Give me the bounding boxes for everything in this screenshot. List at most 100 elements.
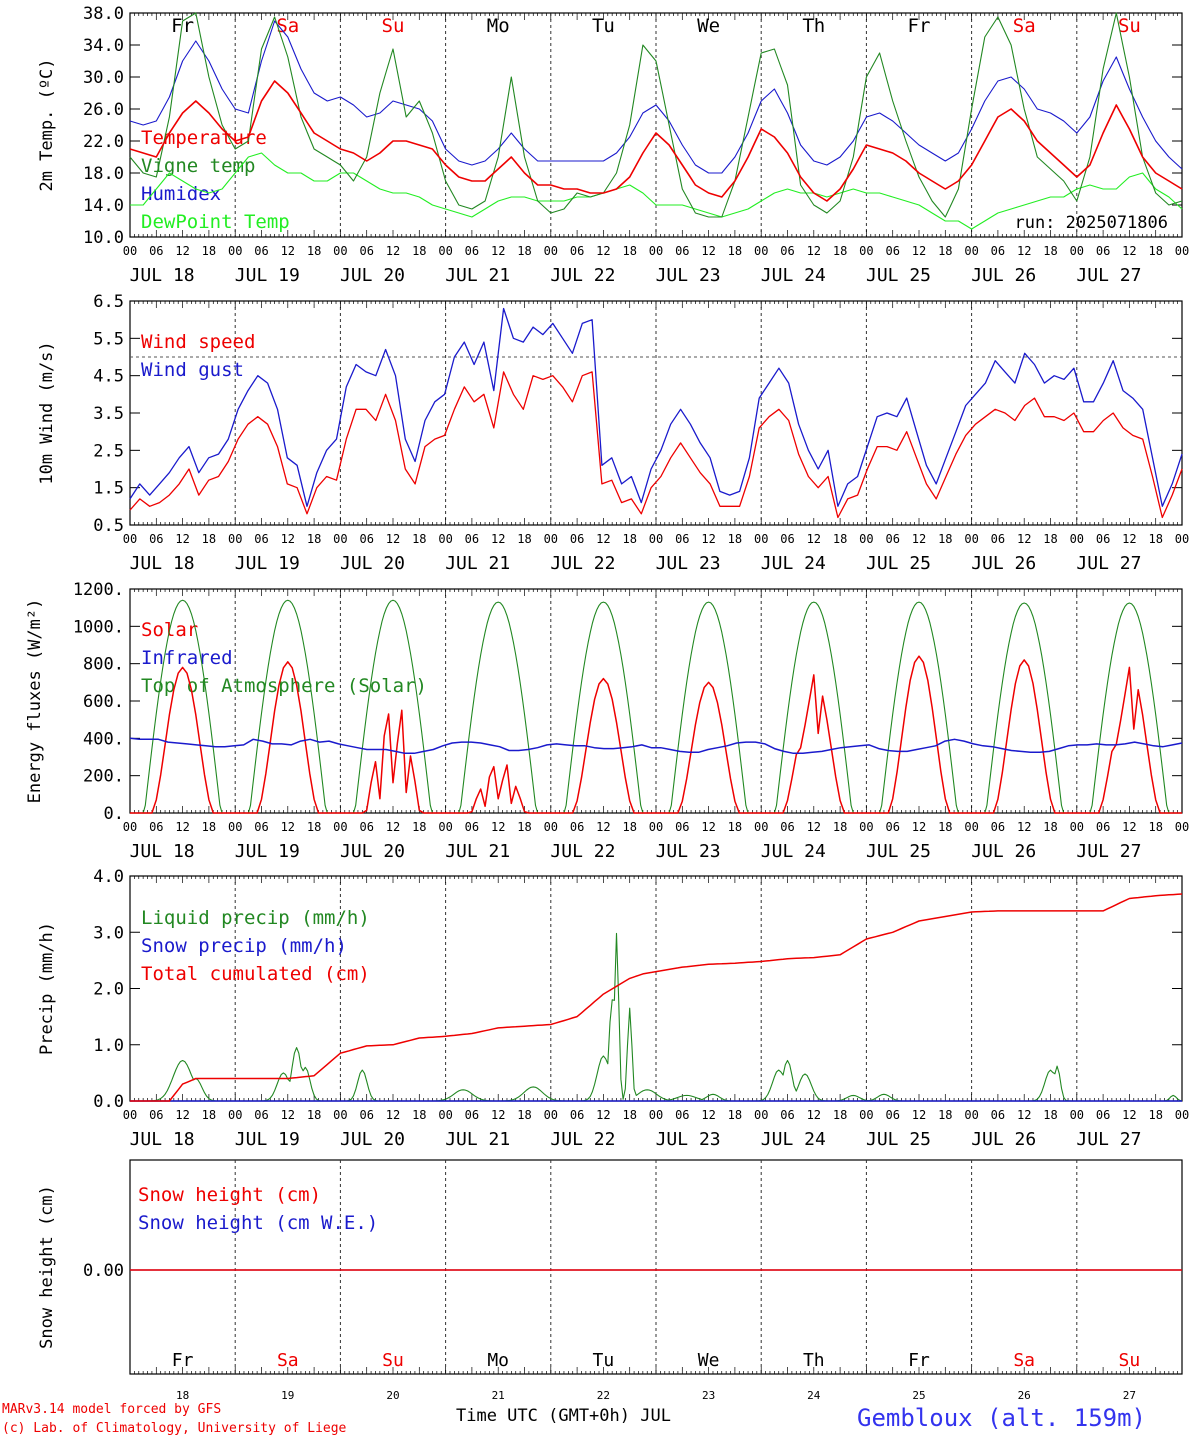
x-date-label: JUL 26 — [971, 1129, 1036, 1150]
x-hour-label: 00 — [754, 244, 768, 258]
y-tick-label: 5.5 — [93, 329, 124, 349]
x-date-label: JUL 20 — [340, 841, 405, 862]
x-date-label: JUL 25 — [866, 265, 931, 286]
y-tick-label: 22.0 — [83, 132, 124, 152]
x-hour-label: 12 — [596, 1108, 610, 1122]
x-hour-label: 18 — [1148, 1108, 1162, 1122]
x-hour-label: 06 — [675, 820, 689, 834]
bottom-day-number: 18 — [176, 1389, 189, 1402]
x-hour-label: 12 — [596, 532, 610, 546]
x-date-label: JUL 20 — [340, 1129, 405, 1150]
bottom-day-name: Su — [1119, 1350, 1141, 1371]
x-hour-label: 06 — [254, 532, 268, 546]
x-hour-label: 00 — [1175, 532, 1189, 546]
y-tick-label: 3.5 — [93, 404, 124, 424]
x-date-label: JUL 27 — [1076, 553, 1141, 574]
x-hour-label: 12 — [1122, 820, 1136, 834]
panel-2: 00 06 12 18 JUL 18 00 06 12 18 JUL 19 00 06 12 18 JUL … — [37, 292, 1189, 574]
x-hour-label: 00 — [438, 820, 452, 834]
x-hour-label: 06 — [570, 532, 584, 546]
y-tick-label: 30.0 — [83, 68, 124, 88]
x-hour-label: 18 — [622, 1108, 636, 1122]
x-hour-label: 06 — [254, 1108, 268, 1122]
x-hour-label: 00 — [333, 1108, 347, 1122]
series-humidex — [129, 20, 1183, 174]
x-hour-label: 00 — [228, 820, 242, 834]
x-hour-label: 00 — [1070, 532, 1084, 546]
day-name-label: Fr — [908, 15, 931, 37]
x-date-label: JUL 23 — [656, 841, 721, 862]
x-date-label: JUL 27 — [1076, 265, 1141, 286]
y-tick-label: 4.5 — [93, 367, 124, 387]
x-hour-label: 18 — [202, 1108, 216, 1122]
x-hour-label: 18 — [307, 820, 321, 834]
x-date-label: JUL 22 — [550, 1129, 615, 1150]
x-hour-label: 12 — [807, 820, 821, 834]
x-hour-label: 06 — [780, 820, 794, 834]
x-hour-label: 18 — [1148, 820, 1162, 834]
y-tick-label: 6.5 — [93, 292, 124, 312]
station-name: Gembloux (alt. 159m) — [857, 1404, 1146, 1432]
x-hour-label: 06 — [1096, 532, 1110, 546]
bottom-day-name: We — [698, 1350, 720, 1371]
x-hour-label: 00 — [649, 820, 663, 834]
series-vigne-temp — [129, 12, 1183, 218]
bottom-day-number: 23 — [702, 1389, 715, 1402]
x-date-label: JUL 26 — [971, 553, 1036, 574]
x-hour-label: 12 — [596, 820, 610, 834]
x-hour-label: 18 — [833, 1108, 847, 1122]
x-hour-label: 12 — [386, 820, 400, 834]
x-hour-label: 18 — [622, 244, 636, 258]
x-date-label: JUL 26 — [971, 265, 1036, 286]
x-hour-label: 06 — [675, 1108, 689, 1122]
y-tick-label: 600. — [83, 692, 124, 712]
x-hour-label: 06 — [780, 244, 794, 258]
y-tick-label: 14.0 — [83, 196, 124, 216]
x-hour-label: 12 — [1122, 1108, 1136, 1122]
bottom-day-number: 20 — [386, 1389, 399, 1402]
x-date-label: JUL 27 — [1076, 1129, 1141, 1150]
x-date-label: JUL 27 — [1076, 841, 1141, 862]
legend-snow-precip-mm-h: Snow precip (mm/h) — [141, 935, 347, 957]
x-hour-label: 12 — [807, 1108, 821, 1122]
x-hour-label: 00 — [649, 1108, 663, 1122]
y-axis-label: Energy fluxes (W/m²) — [25, 599, 45, 804]
x-hour-label: 18 — [728, 244, 742, 258]
bottom-day-name: Sa — [277, 1350, 299, 1371]
x-hour-label: 12 — [175, 244, 189, 258]
day-name-label: Su — [1118, 15, 1141, 37]
bottom-day-number: 27 — [1123, 1389, 1136, 1402]
x-hour-label: 06 — [359, 244, 373, 258]
x-hour-label: 12 — [912, 820, 926, 834]
x-hour-label: 12 — [281, 1108, 295, 1122]
y-axis-label: Precip (mm/h) — [37, 922, 57, 1055]
x-hour-label: 06 — [991, 244, 1005, 258]
x-hour-label: 06 — [465, 1108, 479, 1122]
x-hour-label: 06 — [991, 532, 1005, 546]
bottom-day-name: Fr — [172, 1350, 194, 1371]
x-hour-label: 06 — [465, 244, 479, 258]
legend-total-cumulated-cm: Total cumulated (cm) — [141, 963, 370, 985]
x-hour-label: 18 — [517, 532, 531, 546]
x-hour-label: 12 — [386, 1108, 400, 1122]
x-hour-label: 06 — [991, 820, 1005, 834]
x-hour-label: 18 — [307, 532, 321, 546]
x-hour-label: 12 — [491, 244, 505, 258]
x-hour-label: 12 — [807, 244, 821, 258]
x-hour-label: 06 — [570, 244, 584, 258]
x-date-label: JUL 24 — [761, 841, 826, 862]
x-hour-label: 00 — [754, 532, 768, 546]
x-hour-label: 00 — [438, 1108, 452, 1122]
x-hour-label: 00 — [544, 820, 558, 834]
x-hour-label: 06 — [1096, 1108, 1110, 1122]
x-hour-label: 12 — [386, 532, 400, 546]
bottom-day-number: 24 — [807, 1389, 821, 1402]
day-name-label: We — [697, 15, 720, 37]
x-hour-label: 06 — [1096, 820, 1110, 834]
x-date-label: JUL 19 — [235, 553, 300, 574]
x-date-label: JUL 21 — [445, 553, 510, 574]
series-infrared — [129, 737, 1183, 755]
x-hour-label: 18 — [622, 820, 636, 834]
day-name-label: Tu — [592, 15, 615, 37]
x-date-label: JUL 24 — [761, 1129, 826, 1150]
